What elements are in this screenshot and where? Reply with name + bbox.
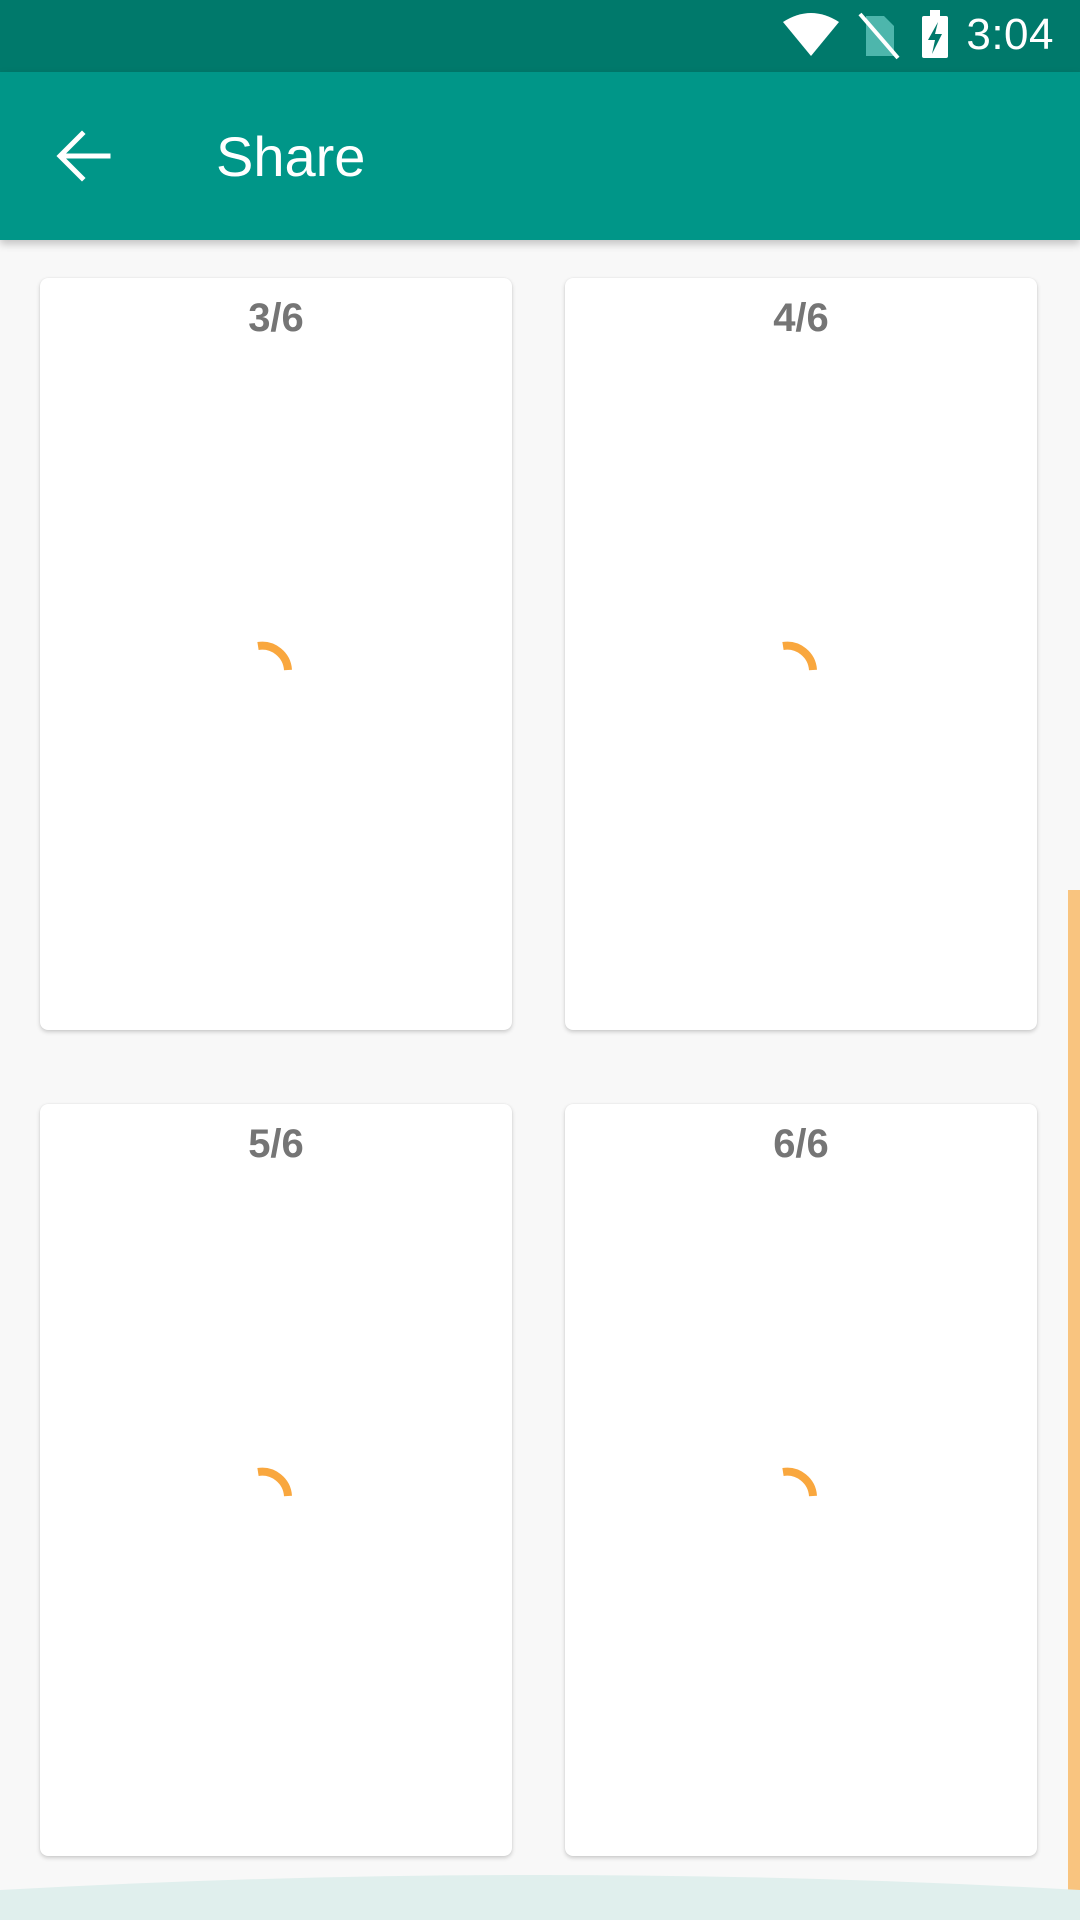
page-number-label: 6/6 [773,1122,829,1166]
page-card[interactable]: 5/6 [40,1104,512,1856]
page-card[interactable]: 3/6 [40,278,512,1030]
scrollbar[interactable] [1068,890,1080,1920]
page-title: Share [216,125,366,188]
back-button[interactable] [48,120,120,192]
arrow-back-icon [56,130,111,182]
no-sim-icon [858,12,900,60]
status-time: 3:04 [966,10,1054,59]
page-number-label: 4/6 [773,296,829,340]
wifi-icon [783,13,839,56]
loading-spinner [782,1467,817,1497]
page-card[interactable]: 6/6 [565,1104,1037,1856]
page-card[interactable]: 4/6 [565,278,1037,1030]
status-bar: 3:04 [0,0,1080,72]
page-number-label: 5/6 [248,1122,304,1166]
loading-spinner [257,1467,292,1497]
bottom-sheet-edge [0,1870,1080,1920]
status-icons [783,10,948,60]
app-bar: Share [0,72,1080,240]
page-grid[interactable]: 3/6 4/6 5/6 6/6 [0,240,1080,1920]
battery-charging-icon [922,10,948,58]
page-number-label: 3/6 [248,296,304,340]
loading-spinner [782,641,817,671]
loading-spinner [257,641,292,671]
